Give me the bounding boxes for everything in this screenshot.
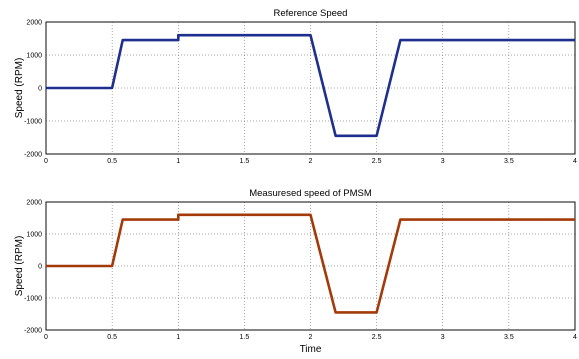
- series-line-1: [46, 33, 575, 138]
- y-tick-label: -1000: [24, 119, 42, 126]
- x-tick-label: 0: [44, 334, 48, 341]
- x-tick-label: 4: [573, 158, 577, 165]
- x-tick-label: 3: [441, 158, 445, 165]
- x-tick-label: 3: [441, 334, 445, 341]
- y-tick-label: 1000: [26, 232, 42, 239]
- x-tick-label: 0.5: [107, 334, 117, 341]
- x-tick-label: 1.5: [240, 334, 250, 341]
- chart-panel-2: 0 0.5 1 1.5 2 2.5 3 3.5 4 2000 1000 0 -1000 -2000 Meas…: [14, 188, 577, 355]
- y-tick-label: 1000: [26, 53, 42, 60]
- x-tick-label: 2: [309, 334, 313, 341]
- x-tick-label: 0.5: [107, 158, 117, 165]
- chart-panel-1: 0 0.5 1 1.5 2 2.5 3 3.5 4 2000 1000 0 -1000 -2000 Refe…: [14, 8, 577, 165]
- x-tick-label: 0: [44, 158, 48, 165]
- chart-title: Reference Speed: [274, 8, 348, 19]
- x-tick-label: 1: [176, 158, 180, 165]
- y-tick-label: 2000: [26, 20, 42, 27]
- x-axis-label: Time: [300, 344, 322, 355]
- x-tick-label: 2.5: [372, 334, 382, 341]
- x-tick-label: 1.5: [240, 158, 250, 165]
- x-tick-label: 4: [573, 334, 577, 341]
- y-tick-label: 0: [38, 86, 42, 93]
- x-tick-label: 2: [309, 158, 313, 165]
- y-tick-label: 2000: [26, 200, 42, 207]
- y-axis-label: Speed (RPM): [14, 236, 25, 297]
- y-tick-label: 0: [38, 264, 42, 271]
- y-tick-label: -1000: [24, 296, 42, 303]
- chart-title: Measuresed speed of PMSM: [249, 188, 372, 199]
- x-tick-label: 2.5: [372, 158, 382, 165]
- x-tick-label: 3.5: [504, 158, 514, 165]
- y-tick-label: -2000: [24, 152, 42, 159]
- y-tick-label: -2000: [24, 328, 42, 335]
- x-tick-label: 1: [176, 334, 180, 341]
- y-axis-label: Speed (RPM): [14, 58, 25, 119]
- x-tick-label: 3.5: [504, 334, 514, 341]
- series-line-1: [46, 213, 575, 314]
